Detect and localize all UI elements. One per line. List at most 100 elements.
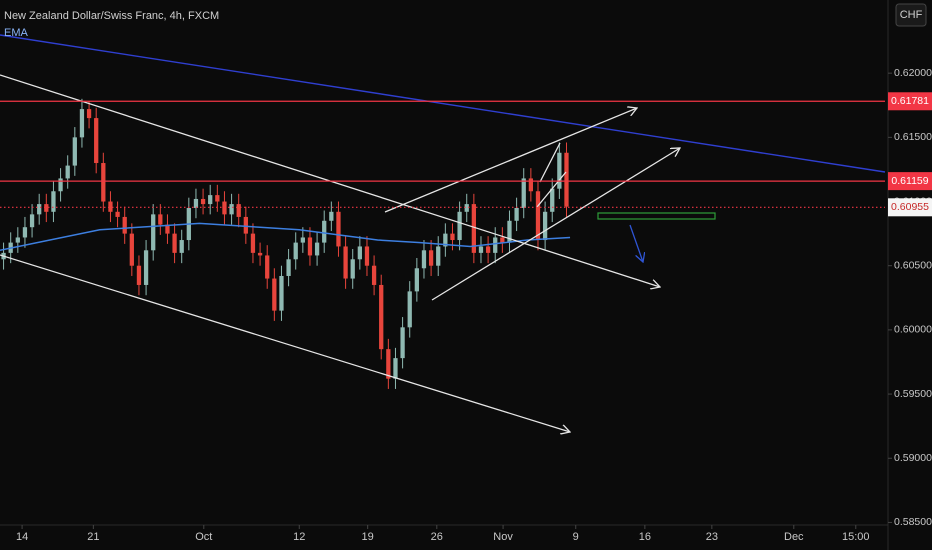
candle-body [158, 214, 163, 225]
candle-body [86, 109, 92, 119]
candle-body [51, 191, 56, 212]
currency-button[interactable] [895, 3, 927, 27]
candle-body [393, 358, 398, 379]
candle-body [322, 220, 327, 243]
candle-body [72, 137, 77, 166]
candle-body [379, 284, 384, 350]
candle-body [493, 237, 498, 253]
candle-body [222, 201, 227, 215]
candle-body [208, 195, 213, 205]
candle-body [307, 237, 313, 256]
trend-line [431, 148, 680, 301]
candle-body [229, 204, 234, 215]
candle-body [279, 275, 284, 311]
candle-body [136, 265, 142, 285]
candle-body [115, 211, 120, 217]
ema-line [0, 222, 571, 252]
trend-line [536, 171, 567, 208]
candle-body [272, 278, 277, 311]
candle-body [44, 204, 49, 212]
candle-body [250, 233, 256, 253]
trend-line [0, 254, 570, 432]
candle-body [22, 227, 28, 238]
indicator-label: EMA [4, 27, 29, 39]
candle-body [564, 152, 569, 207]
candle-body [557, 152, 562, 189]
candle-body [371, 265, 377, 285]
candle-body [514, 207, 519, 221]
candle-body [143, 250, 149, 285]
candle-body [293, 242, 298, 260]
candle-body [200, 198, 206, 205]
x-tick-label: 15:00 [842, 531, 870, 543]
candle-body [265, 255, 270, 279]
x-tick-label: 19 [362, 531, 374, 543]
candle-body [65, 165, 70, 179]
candle-body [428, 250, 434, 266]
candle-body [443, 233, 448, 247]
candle-body [500, 237, 505, 243]
candle-body [436, 246, 441, 266]
arrow [629, 224, 643, 262]
x-tick-label: 26 [431, 531, 443, 543]
candle-body [300, 237, 305, 243]
candle-body [108, 201, 113, 212]
candle-body [329, 211, 334, 221]
drawings [0, 34, 886, 432]
x-tick-label: 21 [87, 531, 99, 543]
candle-body [236, 204, 241, 217]
candle-body [336, 211, 341, 247]
trend-line [0, 34, 886, 173]
candle-body [507, 220, 512, 243]
trend-line [384, 108, 637, 213]
y-tick-label: 0.60500 [894, 259, 932, 271]
candle-body [364, 246, 370, 266]
candle-body [165, 224, 170, 234]
candle-body [29, 214, 35, 228]
candle-body [286, 259, 291, 276]
x-tick-label: Nov [493, 531, 513, 543]
candle-body [357, 246, 362, 260]
candle-body [400, 327, 405, 359]
y-tick-label: 0.59000 [894, 452, 932, 464]
candle-body [343, 246, 348, 279]
candle-body [386, 349, 391, 379]
candle-body [450, 233, 455, 241]
y-tick-label: 0.60000 [894, 324, 932, 336]
candle-body [129, 233, 134, 266]
x-tick-label: 16 [639, 531, 651, 543]
candle-body [471, 204, 476, 253]
price-label-box [888, 172, 932, 191]
candle-body [521, 178, 526, 208]
candle-body [37, 204, 42, 215]
x-tick-label: 14 [16, 531, 28, 543]
candle-body [151, 214, 156, 251]
x-tick-label: 12 [293, 531, 305, 543]
trend-line [539, 142, 561, 183]
candle-body [101, 163, 106, 202]
candle-body [421, 250, 427, 269]
y-tick-label: 0.59500 [894, 388, 932, 400]
candle-body [243, 216, 248, 234]
candle-body [79, 109, 85, 138]
candle-body [485, 246, 491, 253]
target-zone [597, 212, 716, 220]
candle-body [193, 198, 199, 208]
price-label-box [888, 92, 932, 111]
x-tick-label: 9 [573, 531, 579, 543]
candle-body [15, 237, 20, 243]
candle-body [550, 188, 555, 212]
candle-body [58, 178, 63, 192]
candle-body [414, 268, 419, 292]
candle-body [542, 211, 548, 241]
candle-body [528, 178, 533, 192]
candle-body [122, 216, 127, 234]
candle-body [457, 211, 462, 241]
candle-body [350, 259, 355, 279]
y-tick-label: 0.61500 [894, 131, 932, 143]
y-tick-label: 0.62000 [894, 67, 932, 79]
currency-label[interactable]: CHF [900, 9, 923, 21]
candle-body [314, 242, 320, 256]
